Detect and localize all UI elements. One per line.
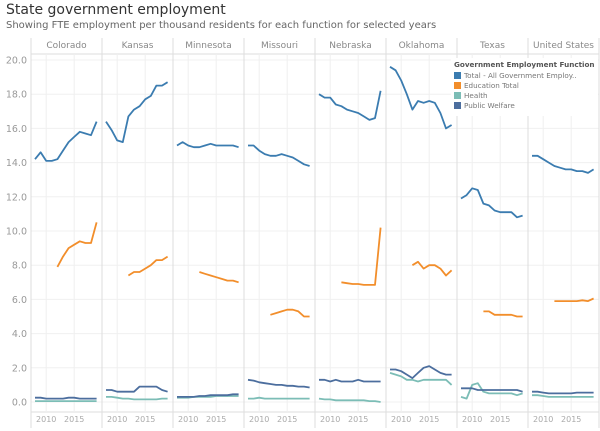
panel-header-kansas: Kansas bbox=[122, 41, 154, 51]
legend-item-total[interactable]: Total - All Government Employ.. bbox=[454, 70, 598, 80]
line-total bbox=[105, 81, 169, 143]
y-tick-label: 14.0 bbox=[6, 158, 27, 169]
panel-header-colorado: Colorado bbox=[46, 41, 87, 51]
x-tick-label: 2015 bbox=[490, 415, 510, 424]
line-total bbox=[532, 154, 595, 174]
panel-texas bbox=[460, 187, 523, 400]
y-tick-label: 6.0 bbox=[12, 295, 27, 306]
line-welfare bbox=[532, 390, 594, 395]
x-tick-label: 2010 bbox=[533, 415, 553, 424]
x-tick-label: 2015 bbox=[206, 415, 226, 424]
y-tick-label: 18.0 bbox=[6, 90, 27, 101]
legend-item-education[interactable]: Education Total bbox=[454, 80, 598, 90]
chart-subtitle: Showing FTE employment per thousand resi… bbox=[6, 20, 437, 31]
legend-swatch bbox=[454, 91, 461, 99]
line-total bbox=[389, 66, 453, 130]
panel-header-united-states: United States bbox=[533, 41, 594, 51]
line-education bbox=[483, 310, 523, 318]
line-welfare bbox=[390, 365, 452, 379]
x-tick-label: 2010 bbox=[107, 415, 127, 424]
legend-item-health[interactable]: Health bbox=[454, 90, 598, 100]
x-tick-label: 2010 bbox=[462, 415, 482, 424]
y-tick-label: 8.0 bbox=[12, 261, 27, 272]
panel-header-nebraska: Nebraska bbox=[329, 41, 371, 51]
panel-colorado bbox=[34, 121, 98, 402]
panel-header-texas: Texas bbox=[479, 41, 505, 51]
legend-label: Total - All Government Employ.. bbox=[464, 70, 577, 80]
line-education bbox=[341, 227, 382, 286]
x-tick-label: 2015 bbox=[277, 415, 297, 424]
y-tick-label: 0.0 bbox=[12, 398, 27, 409]
line-health bbox=[532, 394, 594, 398]
panel-missouri bbox=[247, 144, 310, 400]
legend-label: Public Welfare bbox=[464, 100, 515, 110]
legend: Government Employment Function Total - A… bbox=[451, 58, 598, 116]
x-tick-label: 2010 bbox=[36, 415, 56, 424]
x-tick-label: 2015 bbox=[348, 415, 368, 424]
x-tick-label: 2015 bbox=[64, 415, 84, 424]
line-education bbox=[127, 255, 169, 277]
line-health bbox=[389, 372, 453, 386]
y-tick-label: 4.0 bbox=[12, 329, 27, 340]
line-total bbox=[248, 144, 310, 167]
panel-united-states bbox=[532, 154, 595, 398]
panel-header-oklahoma: Oklahoma bbox=[399, 41, 445, 51]
x-tick-label: 2010 bbox=[178, 415, 198, 424]
y-tick-label: 12.0 bbox=[6, 192, 27, 203]
line-education bbox=[270, 308, 310, 318]
line-education bbox=[411, 260, 453, 277]
x-tick-label: 2015 bbox=[419, 415, 439, 424]
line-total bbox=[318, 90, 382, 121]
panel-nebraska bbox=[318, 90, 382, 403]
line-welfare bbox=[319, 378, 381, 383]
line-education bbox=[56, 222, 98, 268]
y-tick-label: 16.0 bbox=[6, 124, 27, 135]
panel-minnesota bbox=[176, 141, 239, 399]
line-health bbox=[106, 396, 168, 401]
line-total bbox=[176, 141, 239, 149]
line-total bbox=[460, 187, 523, 219]
x-tick-label: 2015 bbox=[135, 415, 155, 424]
line-education bbox=[554, 297, 594, 302]
line-welfare bbox=[35, 396, 97, 400]
panel-header-minnesota: Minnesota bbox=[185, 41, 231, 51]
x-tick-label: 2010 bbox=[391, 415, 411, 424]
x-tick-label: 2015 bbox=[561, 415, 581, 424]
legend-swatch bbox=[454, 81, 461, 89]
y-tick-label: 10.0 bbox=[6, 227, 27, 238]
legend-label: Education Total bbox=[464, 80, 519, 90]
line-welfare bbox=[106, 385, 168, 393]
line-health bbox=[460, 382, 523, 400]
panel-header-missouri: Missouri bbox=[261, 41, 298, 51]
legend-swatch bbox=[454, 71, 461, 79]
line-health bbox=[248, 396, 310, 400]
y-tick-label: 2.0 bbox=[12, 363, 27, 374]
line-total bbox=[34, 121, 98, 162]
line-welfare bbox=[177, 393, 239, 398]
legend-swatch bbox=[454, 101, 461, 109]
line-welfare bbox=[461, 387, 523, 393]
chart-title: State government employment bbox=[6, 2, 226, 18]
panel-oklahoma bbox=[389, 66, 453, 386]
legend-item-welfare[interactable]: Public Welfare bbox=[454, 100, 598, 110]
legend-title: Government Employment Function bbox=[454, 60, 595, 69]
legend-label: Health bbox=[464, 90, 488, 100]
line-education bbox=[199, 271, 239, 284]
panel-kansas bbox=[105, 81, 169, 401]
line-welfare bbox=[247, 378, 310, 389]
x-tick-label: 2010 bbox=[249, 415, 269, 424]
x-tick-label: 2010 bbox=[320, 415, 340, 424]
y-tick-label: 20.0 bbox=[6, 56, 27, 67]
line-health bbox=[318, 397, 381, 403]
